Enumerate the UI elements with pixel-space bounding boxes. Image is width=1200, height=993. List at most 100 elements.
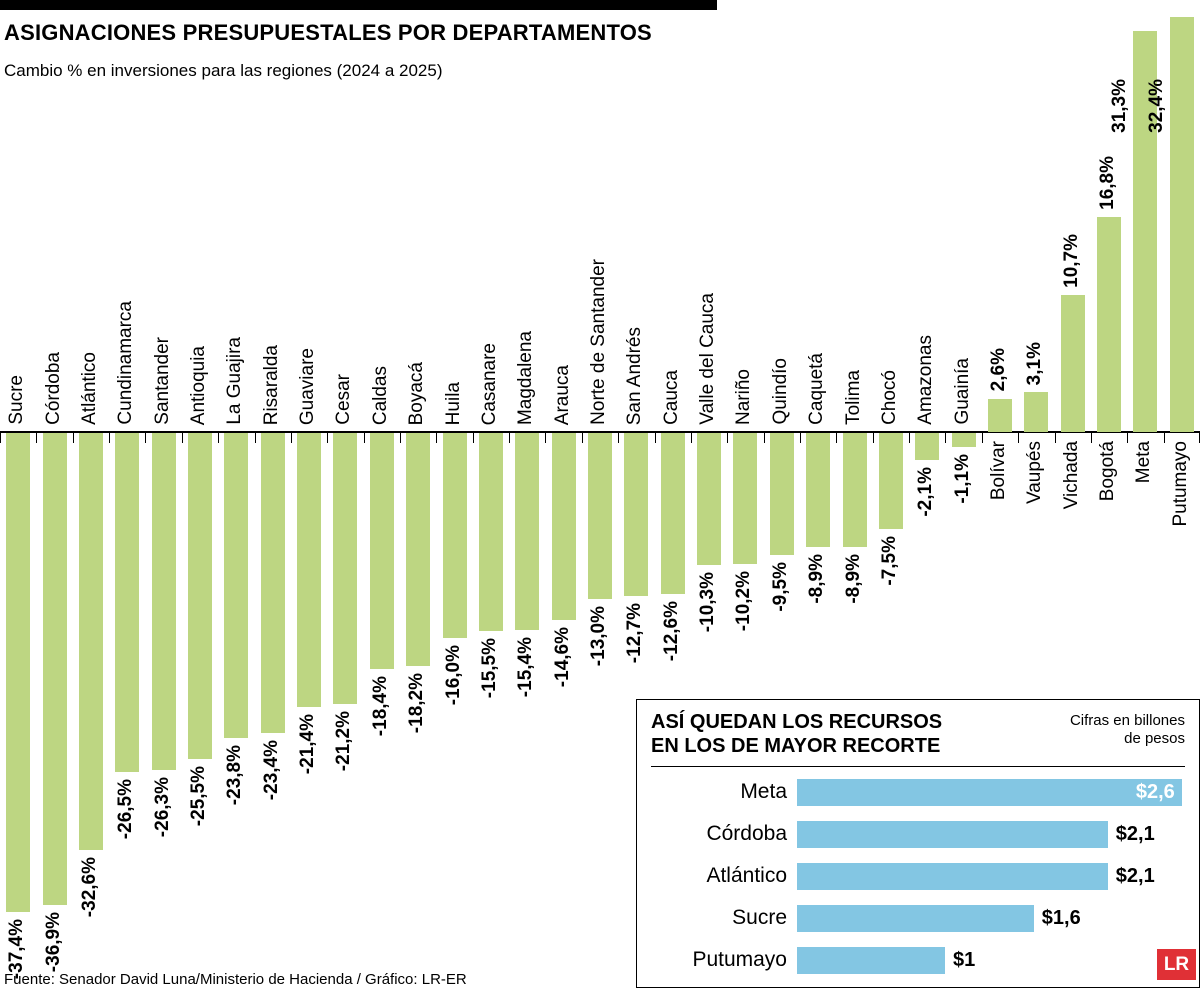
axis-tick (1163, 433, 1165, 443)
value-label-la-guajira: -23,8% (224, 744, 246, 805)
inset-row-bar-area: $1 (797, 946, 975, 974)
top-black-bar (0, 0, 717, 10)
value-label-cundinamarca: -26,5% (115, 779, 137, 840)
dept-label-boyaca: Boyacá (406, 361, 428, 425)
bar-casanare (478, 433, 503, 632)
axis-tick (727, 433, 729, 443)
dept-label-atlantico: Atlántico (78, 352, 100, 425)
bar-boyaca (406, 433, 431, 666)
axis-tick (181, 433, 183, 443)
inset-bar-cordoba (797, 820, 1108, 848)
bar-huila (442, 433, 467, 638)
inset-header: ASÍ QUEDAN LOS RECURSOS EN LOS DE MAYOR … (651, 710, 1185, 758)
bar-narino (733, 433, 758, 564)
bar-vichada (1060, 295, 1085, 432)
dept-label-narino: Nariño (733, 369, 755, 425)
inset-panel: ASÍ QUEDAN LOS RECURSOS EN LOS DE MAYOR … (636, 699, 1200, 988)
value-label-meta: 31,3% (1109, 79, 1131, 133)
value-label-bolivar: 2,6% (988, 348, 1009, 392)
inset-row-value: $2,1 (1115, 822, 1155, 845)
dept-label-putumayo: Putumayo (1169, 441, 1191, 527)
dept-label-sucre: Sucre (6, 375, 28, 425)
axis-tick (1127, 433, 1129, 443)
bar-san-andres (624, 433, 649, 596)
inset-row-bar-area: $2,1 (797, 862, 1155, 890)
axis-tick (1054, 433, 1056, 443)
inset-row-label: Córdoba (706, 822, 787, 845)
bar-antioquia (188, 433, 212, 760)
value-label-san-andres: -12,7% (624, 602, 646, 663)
inset-row-bar-area: $2,1 (797, 820, 1155, 848)
value-label-casanare: -15,5% (478, 638, 500, 699)
value-label-amazonas: -2,1% (915, 466, 937, 517)
dept-label-cesar: Cesar (333, 374, 355, 425)
dept-label-huila: Huila (442, 381, 464, 425)
axis-tick (254, 433, 256, 443)
inset-title: ASÍ QUEDAN LOS RECURSOS EN LOS DE MAYOR … (651, 710, 942, 758)
axis-tick (945, 433, 947, 443)
axis-tick (36, 433, 38, 443)
inset-row-value: $1,6 (1041, 906, 1081, 929)
inset-row-label: Putumayo (692, 948, 787, 971)
dept-label-santander: Santander (151, 337, 173, 425)
page-title: ASIGNACIONES PRESUPUESTALES POR DEPARTAM… (4, 20, 652, 45)
inset-units-note: Cifras en billones de pesos (1070, 710, 1185, 758)
axis-tick (618, 433, 620, 443)
axis-tick (800, 433, 801, 443)
value-label-cauca: -12,6% (660, 601, 682, 662)
baseline-axis (0, 431, 1200, 433)
bar-tolima (842, 433, 867, 547)
inset-bar-putumayo (797, 946, 945, 974)
value-label-atlantico: -32,6% (78, 857, 100, 918)
dept-label-guaviare: Guaviare (297, 347, 319, 425)
value-label-antioquia: -25,5% (188, 766, 209, 827)
axis-tick (109, 433, 111, 443)
axis-tick (363, 433, 365, 443)
inset-bar-atlantico (797, 862, 1108, 890)
value-label-santander: -26,3% (151, 776, 173, 837)
dept-label-tolima: Tolima (842, 370, 864, 425)
axis-tick (290, 433, 292, 443)
inset-row-meta: Meta $2,6 (651, 771, 1185, 813)
dept-label-arauca: Arauca (551, 364, 573, 425)
value-label-guainia: -1,1% (951, 454, 973, 504)
bar-sucre (6, 433, 31, 912)
inset-row-cordoba: Córdoba $2,1 (651, 813, 1185, 855)
dept-label-vichada: Vichada (1060, 441, 1082, 510)
bar-guaviare (297, 433, 322, 707)
dept-label-cauca: Cauca (660, 370, 682, 425)
source-credit: Fuente: Senador David Luna/Ministerio de… (4, 971, 467, 988)
value-label-boyaca: -18,2% (406, 672, 428, 734)
value-label-valle-del-cauca: -10,3% (697, 571, 719, 633)
value-label-caldas: -18,4% (369, 675, 391, 736)
inset-bar-sucre (797, 904, 1034, 932)
inset-row-label: Atlántico (706, 864, 787, 887)
lr-logo: LR (1157, 949, 1196, 980)
dept-label-amazonas: Amazonas (915, 335, 937, 425)
axis-tick (763, 433, 765, 443)
bar-caldas (369, 433, 394, 669)
bar-cundinamarca (115, 433, 140, 773)
inset-row-bar-area: $1,6 (797, 904, 1081, 932)
axis-tick (400, 433, 401, 443)
dept-label-quindio: Quindío (769, 358, 791, 425)
axis-tick (436, 433, 438, 443)
value-label-sucre: -37,4% (6, 918, 28, 979)
page-subtitle: Cambio % en inversiones para las regione… (4, 61, 443, 80)
value-label-magdalena: -15,4% (515, 637, 537, 698)
dept-label-bolivar: Bolívar (988, 441, 1009, 501)
dept-label-magdalena: Magdalena (515, 330, 537, 425)
value-label-arauca: -14,6% (551, 626, 573, 688)
axis-tick (836, 433, 838, 443)
value-label-caqueta: -8,9% (806, 553, 828, 604)
value-label-choco: -7,5% (878, 536, 900, 586)
bar-bolivar (988, 398, 1012, 432)
axis-tick (509, 433, 511, 443)
dept-label-vaupes: Vaupés (1024, 441, 1046, 505)
inset-units-line2: de pesos (1124, 730, 1185, 747)
bar-santander (151, 433, 176, 770)
bar-arauca (551, 433, 576, 620)
dept-label-antioquia: Antioquia (188, 345, 209, 425)
